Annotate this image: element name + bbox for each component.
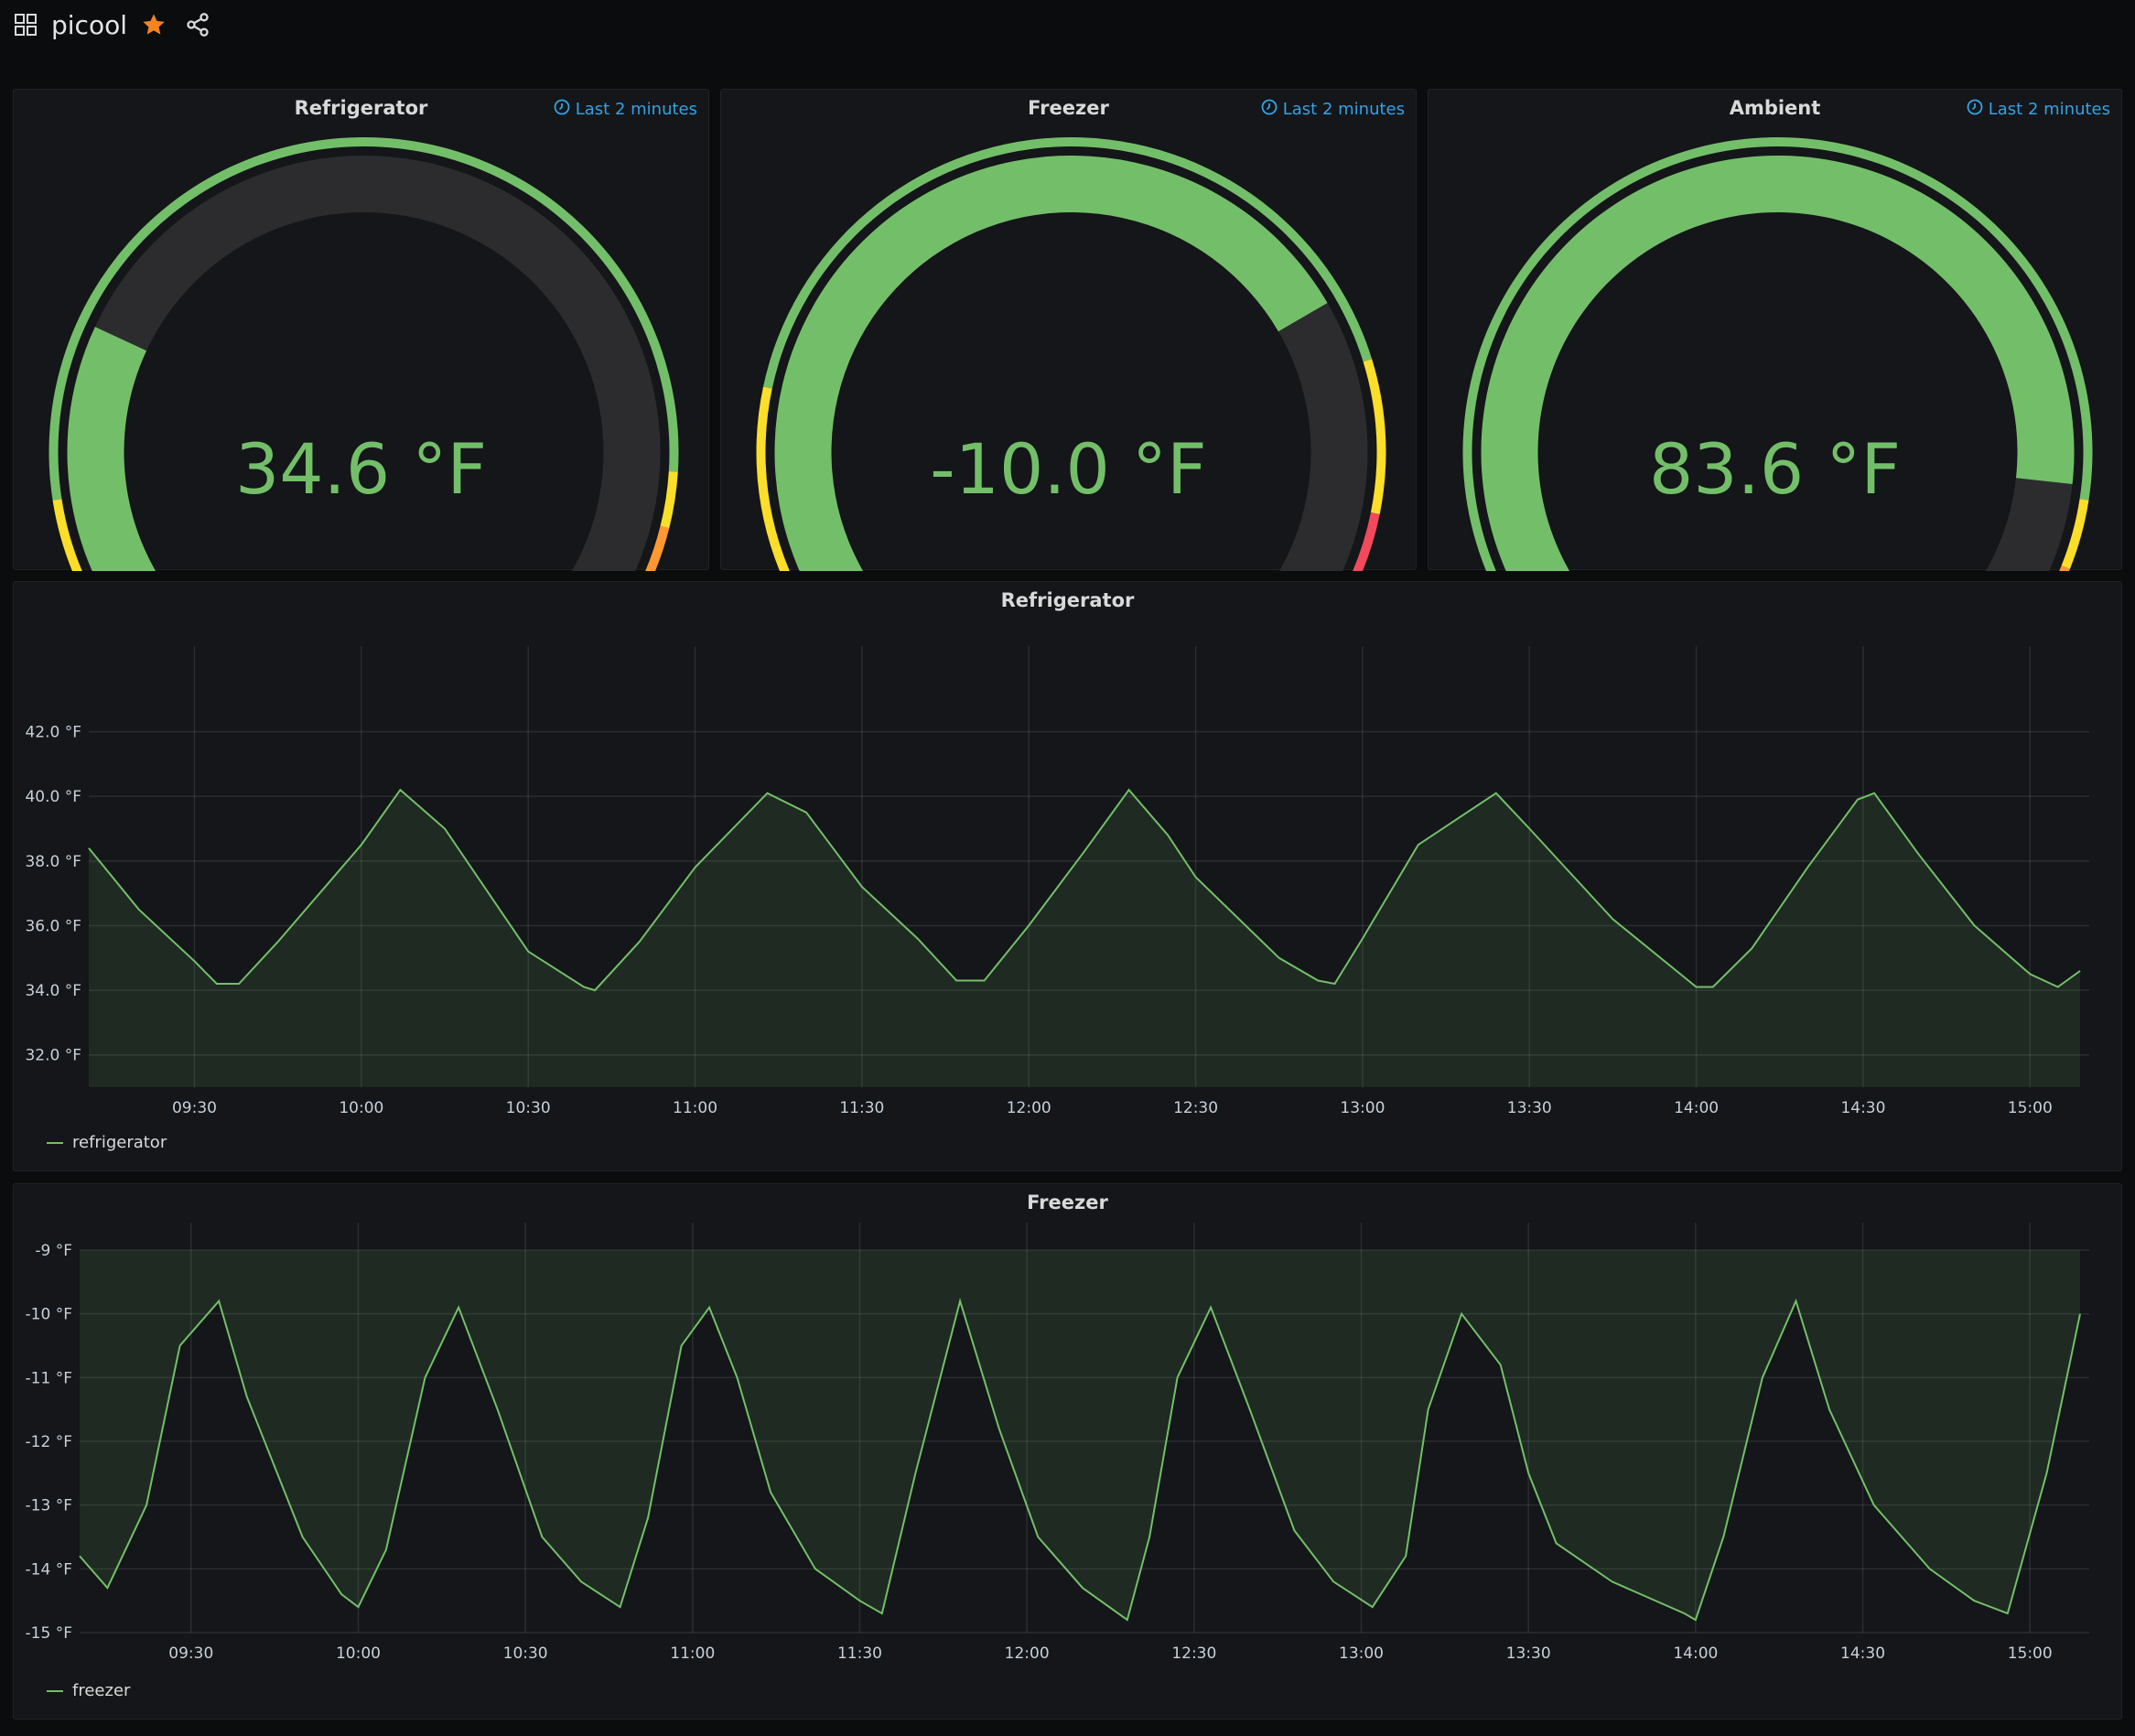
x-tick-label: 12:30 xyxy=(1171,1644,1216,1663)
x-tick-label: 11:30 xyxy=(839,1099,884,1117)
series-area xyxy=(80,1250,2080,1621)
refrigerator-chart[interactable]: 32.0 °F 34.0 °F 36.0 °F 38.0 °F 40.0 °F 42.0 … xyxy=(14,582,2123,1172)
panel-title[interactable]: Freezer xyxy=(1028,97,1109,119)
x-tick-label: 10:00 xyxy=(339,1099,383,1117)
time-range-badge[interactable]: Last 2 minutes xyxy=(1261,99,1405,120)
gauge-threshold-band xyxy=(756,386,790,571)
dashboard-title[interactable]: picool xyxy=(51,10,127,40)
panel-title[interactable]: Refrigerator xyxy=(1000,589,1135,611)
legend-item-freezer[interactable]: freezer xyxy=(47,1681,130,1700)
gauge-threshold-band xyxy=(2061,499,2089,569)
gauge-threshold-band xyxy=(52,499,82,571)
x-tick-label: 10:30 xyxy=(506,1099,551,1117)
series-line xyxy=(88,788,2081,992)
x-tick-label: 13:30 xyxy=(1506,1644,1551,1663)
panel-title[interactable]: Refrigerator xyxy=(294,97,428,119)
clock-icon xyxy=(1967,99,1983,120)
gauge-panel-ambient[interactable]: Ambient Last 2 minutes 83.6 °F xyxy=(1428,89,2122,571)
gauge-threshold-band xyxy=(2059,566,2070,571)
x-tick-label: 10:00 xyxy=(336,1644,381,1663)
y-tick-label: 38.0 °F xyxy=(25,853,81,871)
timeseries-panel-freezer[interactable]: Freezer -15 °F -14 °F -13 °F -12 °F -11 °F -1… xyxy=(13,1183,2122,1720)
gauge-value: 34.6 °F xyxy=(234,428,488,510)
freezer-chart[interactable]: -15 °F -14 °F -13 °F -12 °F -11 °F -10 °F -9 °… xyxy=(14,1184,2123,1720)
gauge-track xyxy=(67,156,661,571)
x-tick-label: 13:30 xyxy=(1507,1099,1552,1117)
gauge-dial xyxy=(756,136,1386,571)
dashboard-navbar: picool xyxy=(0,0,2135,55)
x-tick-label: 10:30 xyxy=(503,1644,548,1663)
gauge-value: -10.0 °F xyxy=(930,428,1207,510)
clock-icon xyxy=(1261,99,1278,120)
x-tick-label: 11:00 xyxy=(673,1099,717,1117)
gauge-threshold-band xyxy=(660,470,678,529)
time-range-label: Last 2 minutes xyxy=(1282,100,1405,119)
panel-title[interactable]: Freezer xyxy=(1027,1191,1108,1213)
share-icon[interactable] xyxy=(183,11,212,38)
clock-icon xyxy=(554,99,570,120)
y-tick-label: -13 °F xyxy=(26,1497,72,1515)
y-tick-label: -12 °F xyxy=(26,1433,72,1451)
x-tick-label: 13:00 xyxy=(1340,1099,1385,1117)
x-tick-label: 12:00 xyxy=(1005,1644,1050,1663)
x-tick-label: 15:00 xyxy=(2008,1644,2053,1663)
y-tick-label: -15 °F xyxy=(26,1624,72,1643)
y-tick-label: 34.0 °F xyxy=(25,982,81,1000)
y-tick-label: -14 °F xyxy=(26,1560,72,1579)
gauge-threshold-band xyxy=(1363,359,1386,514)
gauge-panel-refrigerator[interactable]: Refrigerator Last 2 minutes 34.6 °F xyxy=(13,89,709,571)
x-tick-label: 11:00 xyxy=(670,1644,715,1663)
series-area xyxy=(89,790,2080,1087)
x-tick-label: 12:00 xyxy=(1007,1099,1051,1117)
x-tick-label: 15:00 xyxy=(2008,1099,2053,1117)
timeseries-panel-refrigerator[interactable]: Refrigerator 32.0 °F 34.0 °F 36.0 °F 38.0 °… xyxy=(13,581,2122,1171)
x-tick-label: 14:00 xyxy=(1673,1644,1718,1663)
grid-icon[interactable] xyxy=(13,11,38,38)
x-tick-label: 09:30 xyxy=(172,1099,217,1117)
gauge-fill xyxy=(1481,156,2075,571)
x-tick-label: 14:30 xyxy=(1840,1099,1885,1117)
y-tick-label: 32.0 °F xyxy=(25,1047,81,1065)
y-tick-label: -9 °F xyxy=(35,1242,72,1260)
gauge-panel-freezer[interactable]: Freezer Last 2 minutes -10.0 °F xyxy=(720,89,1417,571)
y-tick-label: -10 °F xyxy=(26,1306,72,1324)
gauge-fill xyxy=(774,156,1328,571)
gauge-value: 83.6 °F xyxy=(1648,428,1902,510)
y-tick-label: 42.0 °F xyxy=(25,724,81,742)
panel-title[interactable]: Ambient xyxy=(1729,97,1821,119)
time-range-label: Last 2 minutes xyxy=(1988,100,2110,119)
legend-item-refrigerator[interactable]: refrigerator xyxy=(47,1133,167,1152)
series-line xyxy=(79,1298,2081,1622)
gauge-fill xyxy=(67,327,156,571)
gauge-threshold-band xyxy=(645,525,670,571)
star-icon[interactable] xyxy=(139,11,168,38)
legend-swatch xyxy=(47,1141,63,1144)
legend-swatch xyxy=(47,1689,63,1692)
gauge-dial xyxy=(1462,137,2093,571)
y-tick-label: -11 °F xyxy=(26,1369,72,1387)
legend-label: refrigerator xyxy=(72,1133,167,1152)
gauge-threshold-band xyxy=(1353,512,1380,571)
x-tick-label: 13:00 xyxy=(1339,1644,1384,1663)
x-tick-label: 12:30 xyxy=(1173,1099,1218,1117)
legend-label: freezer xyxy=(72,1681,131,1700)
time-range-label: Last 2 minutes xyxy=(575,100,697,119)
x-tick-label: 09:30 xyxy=(168,1644,213,1663)
x-tick-label: 14:00 xyxy=(1674,1099,1719,1117)
x-tick-label: 11:30 xyxy=(837,1644,882,1663)
gauge-dial xyxy=(49,136,679,571)
x-tick-label: 14:30 xyxy=(1840,1644,1885,1663)
time-range-badge[interactable]: Last 2 minutes xyxy=(554,99,697,120)
time-range-badge[interactable]: Last 2 minutes xyxy=(1967,99,2110,120)
y-tick-label: 36.0 °F xyxy=(25,917,81,935)
y-tick-label: 40.0 °F xyxy=(25,788,81,806)
